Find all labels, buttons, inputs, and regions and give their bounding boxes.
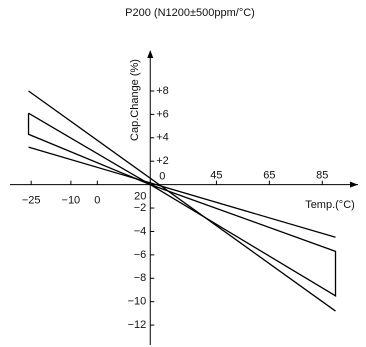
x-axis-label: Temp.(°C) xyxy=(305,199,355,211)
chart-title: P200 (N1200±500ppm/°C) xyxy=(125,7,255,19)
y-tick-label: −8 xyxy=(134,272,147,284)
y-tick-label: −10 xyxy=(128,296,147,308)
x-tick-label: 45 xyxy=(210,170,222,182)
data-line xyxy=(28,90,336,312)
data-line xyxy=(28,146,336,238)
x-tick-label: −25 xyxy=(22,195,41,207)
x-tick-label: −10 xyxy=(62,195,81,207)
y-tick-label: +4 xyxy=(156,132,169,144)
x-tick-label: 0 xyxy=(94,195,100,207)
y-tick-label: +2 xyxy=(156,155,169,167)
y-axis-label: Cap.Change (%) xyxy=(129,59,141,141)
x-tick-label: 20 xyxy=(134,191,146,203)
y-tick-label: +6 xyxy=(156,108,169,120)
y-axis-arrow xyxy=(147,50,154,58)
y-tick-label: −4 xyxy=(134,225,147,237)
y-tick-label: −6 xyxy=(134,249,147,261)
y-tick-label: −2 xyxy=(134,202,147,214)
y-tick-label: −12 xyxy=(128,319,147,331)
y-tick-label: +8 xyxy=(156,85,169,97)
y-tick-label: 0 xyxy=(159,171,165,183)
data-line xyxy=(27,112,337,297)
x-tick-label: 85 xyxy=(316,170,328,182)
x-tick-label: 65 xyxy=(263,170,275,182)
x-axis-arrow xyxy=(350,181,358,188)
